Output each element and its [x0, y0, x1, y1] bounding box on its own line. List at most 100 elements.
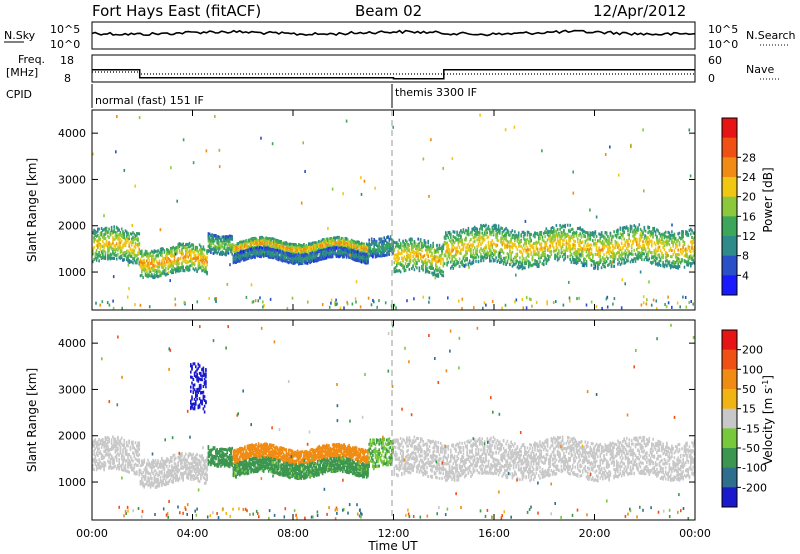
range-cell	[569, 223, 571, 227]
range-cell	[406, 259, 408, 262]
range-cell	[517, 231, 520, 235]
range-cell	[237, 247, 240, 251]
range-cell	[355, 243, 358, 247]
range-cell	[556, 246, 559, 250]
range-cell	[225, 252, 227, 256]
range-cell	[210, 239, 212, 243]
range-cell	[92, 230, 94, 234]
range-cell	[153, 264, 156, 268]
range-cell	[162, 256, 164, 260]
range-cell	[218, 241, 221, 245]
range-cell	[168, 258, 171, 262]
range-cell	[124, 237, 127, 241]
range-cell	[271, 252, 274, 256]
range-cell	[398, 238, 401, 242]
range-cell	[196, 246, 198, 250]
range-cell	[246, 255, 249, 259]
range-cell	[532, 246, 535, 250]
range-cell	[300, 249, 303, 253]
range-cell	[504, 259, 506, 263]
range-cell	[149, 267, 152, 271]
range-cell	[183, 255, 186, 259]
range-cell	[128, 252, 130, 256]
range-cell	[393, 261, 396, 265]
range-cell	[535, 244, 538, 247]
range-cell	[151, 259, 153, 263]
range-cell	[156, 260, 158, 264]
range-cell	[187, 245, 190, 249]
range-cell	[217, 250, 220, 254]
range-cell	[186, 249, 188, 253]
range-cell	[270, 240, 272, 244]
range-cell	[344, 236, 347, 240]
range-cell	[277, 243, 280, 247]
range-cell	[197, 259, 200, 263]
range-cell	[221, 251, 223, 255]
range-cell	[306, 248, 309, 252]
range-cell	[228, 239, 231, 243]
range-cell	[261, 235, 264, 239]
range-cell	[398, 257, 401, 261]
frequency-panel: Freq. [MHz] 18 8 60 0 Nave	[6, 53, 780, 85]
range-cell	[188, 241, 191, 245]
range-cell	[127, 231, 129, 235]
range-cell	[303, 254, 305, 258]
range-cell	[99, 254, 102, 258]
range-cell	[141, 266, 143, 270]
range-cell	[279, 257, 281, 261]
range-cell	[471, 233, 473, 237]
range-cell	[185, 258, 187, 262]
range-cell	[259, 246, 261, 250]
range-cell	[269, 249, 271, 253]
range-cell	[271, 245, 274, 249]
range-cell	[118, 256, 120, 260]
range-cell	[198, 261, 201, 265]
range-cell	[418, 266, 421, 270]
range-cell	[255, 244, 257, 248]
range-cell	[259, 252, 261, 256]
range-cell	[166, 251, 168, 255]
range-cell	[203, 263, 206, 267]
range-cell	[259, 241, 261, 245]
range-cell	[267, 237, 270, 241]
range-cell	[118, 246, 120, 250]
range-cell	[146, 250, 148, 254]
range-cell	[151, 261, 153, 265]
range-cell	[543, 263, 545, 267]
range-cell	[185, 266, 187, 270]
range-cell	[259, 244, 261, 248]
range-cell	[174, 262, 177, 266]
range-cell	[137, 237, 139, 241]
range-cell	[206, 260, 208, 264]
range-cell	[265, 252, 267, 256]
range-cell	[183, 246, 186, 250]
range-cell	[147, 275, 149, 279]
range-cell	[242, 240, 245, 244]
range-cell	[211, 239, 213, 243]
range-cell	[288, 253, 290, 257]
range-cell	[329, 255, 331, 259]
range-cell	[157, 269, 159, 273]
range-cell	[256, 240, 259, 244]
range-cell	[290, 244, 293, 248]
range-cell	[128, 260, 130, 264]
range-cell	[148, 254, 151, 258]
range-cell	[293, 247, 295, 251]
range-cell	[422, 268, 424, 272]
range-cell	[129, 247, 132, 251]
range-cell	[298, 243, 300, 247]
range-cell	[274, 254, 276, 258]
range-cell	[465, 238, 467, 242]
range-cell	[168, 263, 171, 267]
range-cell	[276, 240, 279, 244]
range-cell	[178, 242, 181, 246]
range-cell	[193, 268, 196, 272]
range-cell	[122, 243, 124, 247]
range-cell	[247, 248, 250, 252]
range-cell	[254, 240, 256, 244]
range-cell	[325, 240, 328, 244]
range-cell	[285, 241, 288, 245]
range-cell	[323, 238, 325, 241]
range-cell	[530, 232, 532, 236]
range-cell	[161, 253, 163, 257]
